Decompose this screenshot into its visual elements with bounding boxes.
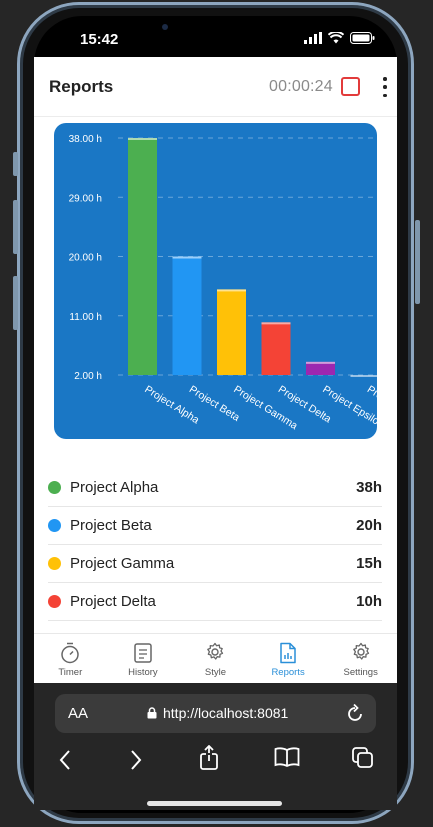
page-title: Reports bbox=[49, 77, 114, 96]
tab-label: Style bbox=[204, 667, 227, 678]
status-icons bbox=[304, 32, 375, 44]
legend-row[interactable]: Project Delta 10h bbox=[48, 583, 382, 621]
tab-label: Settings bbox=[343, 667, 378, 678]
home-indicator bbox=[147, 801, 282, 806]
bar-cap-5 bbox=[350, 375, 377, 377]
legend-color-dot bbox=[48, 519, 61, 532]
y-tick-label: 20.00 h bbox=[69, 253, 102, 264]
tab-label: Timer bbox=[58, 667, 83, 678]
tabs-icon[interactable] bbox=[352, 747, 374, 769]
browser-toolbar: AA http://localhost:8081 bbox=[34, 683, 397, 810]
project-legend-list: Project Alpha 38h Project Beta 20h Project G… bbox=[48, 469, 382, 621]
address-bar[interactable]: AA http://localhost:8081 bbox=[55, 694, 376, 733]
legend-color-dot bbox=[48, 595, 61, 608]
bottom-tab-bar: Timer History Style Reports Settings bbox=[34, 633, 397, 683]
bar-cap-1 bbox=[172, 256, 202, 259]
legend-color-dot bbox=[48, 557, 61, 570]
stop-timer-button[interactable] bbox=[341, 77, 360, 96]
legend-hours-value: 38h bbox=[356, 479, 382, 496]
tab-history[interactable]: History bbox=[107, 634, 180, 683]
legend-hours-value: 10h bbox=[356, 593, 382, 610]
tab-settings[interactable]: Settings bbox=[324, 634, 397, 683]
bar-4 bbox=[306, 361, 335, 375]
bar-chart: 38.00 h29.00 h20.00 h11.00 h2.00 hProjec… bbox=[69, 134, 377, 432]
bookmarks-icon[interactable] bbox=[274, 747, 300, 767]
reader-text-size-button[interactable]: AA bbox=[68, 705, 89, 722]
battery-icon bbox=[350, 32, 375, 44]
legend-row[interactable]: Project Alpha 38h bbox=[48, 469, 382, 507]
bar-cap-4 bbox=[306, 361, 335, 364]
wifi-icon bbox=[328, 32, 344, 44]
x-tick-label: Pro bbox=[365, 383, 377, 402]
bar-cap-0 bbox=[128, 138, 157, 140]
y-tick-label: 2.00 h bbox=[74, 371, 102, 382]
reload-icon[interactable] bbox=[346, 703, 364, 723]
bar-3 bbox=[261, 322, 291, 375]
legend-project-name: Project Beta bbox=[70, 517, 152, 534]
gear-icon bbox=[205, 642, 225, 667]
lock-icon bbox=[147, 707, 157, 719]
elapsed-timer: 00:00:24 bbox=[269, 78, 333, 95]
volume-down-button bbox=[13, 276, 18, 330]
bar-cap-2 bbox=[217, 289, 246, 292]
legend-hours-value: 15h bbox=[356, 555, 382, 572]
forward-icon[interactable] bbox=[129, 749, 143, 771]
legend-row[interactable]: Project Beta 20h bbox=[48, 507, 382, 545]
y-tick-label: 11.00 h bbox=[69, 312, 102, 323]
legend-project-name: Project Delta bbox=[70, 593, 156, 610]
bar-1 bbox=[172, 256, 202, 375]
stopwatch-icon bbox=[60, 642, 80, 669]
volume-up-button bbox=[13, 200, 18, 254]
legend-color-dot bbox=[48, 481, 61, 494]
camera-icon bbox=[162, 24, 168, 30]
tab-timer[interactable]: Timer bbox=[34, 634, 107, 683]
history-icon bbox=[133, 642, 153, 669]
tab-label: Reports bbox=[271, 667, 305, 678]
y-tick-label: 29.00 h bbox=[69, 193, 102, 204]
bar-2 bbox=[217, 289, 246, 375]
tab-style[interactable]: Style bbox=[179, 634, 252, 683]
report-icon bbox=[279, 642, 297, 669]
legend-project-name: Project Gamma bbox=[70, 555, 175, 572]
app-content: Reports 00:00:24 38.00 h 29.00 h 20.00 h 11… bbox=[34, 57, 397, 683]
tab-label: History bbox=[128, 667, 158, 678]
power-button bbox=[415, 220, 420, 304]
status-bar: 15:42 bbox=[34, 16, 397, 59]
gear-icon bbox=[351, 642, 371, 667]
status-time: 15:42 bbox=[80, 31, 119, 48]
signal-icon bbox=[304, 32, 322, 44]
back-icon[interactable] bbox=[58, 749, 72, 771]
bar-0 bbox=[128, 138, 157, 375]
tab-reports[interactable]: Reports bbox=[252, 634, 325, 683]
more-menu-button[interactable] bbox=[380, 77, 390, 97]
browser-nav-row bbox=[34, 743, 397, 783]
legend-row[interactable]: Project Gamma 15h bbox=[48, 545, 382, 583]
app-header: Reports 00:00:24 bbox=[34, 57, 397, 117]
url-text: http://localhost:8081 bbox=[163, 705, 289, 721]
legend-project-name: Project Alpha bbox=[70, 479, 159, 496]
bar-cap-3 bbox=[261, 322, 291, 325]
reports-chart: 38.00 h 29.00 h 20.00 h 11.00 h 2.00 h Projec… bbox=[54, 123, 377, 439]
share-icon[interactable] bbox=[199, 745, 219, 771]
notch bbox=[148, 16, 282, 48]
legend-hours-value: 20h bbox=[356, 517, 382, 534]
y-tick-label: 38.00 h bbox=[69, 134, 102, 145]
mute-switch bbox=[13, 152, 18, 176]
